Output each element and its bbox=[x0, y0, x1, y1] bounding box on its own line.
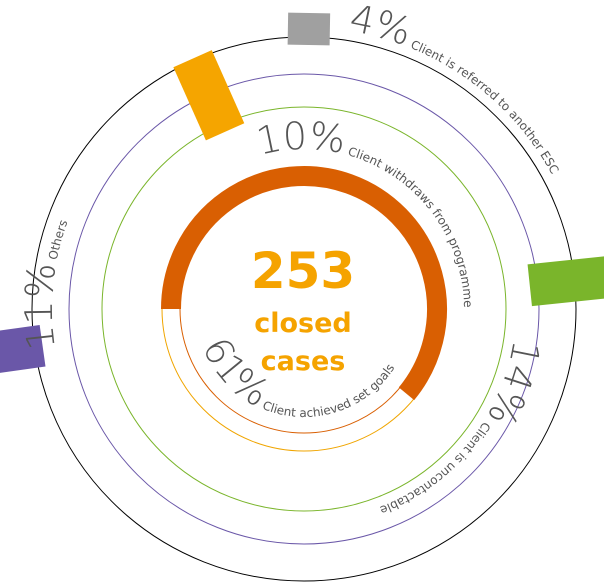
percent-label: 4% bbox=[346, 0, 417, 54]
total-label: cases bbox=[261, 346, 346, 377]
percent-label: 11% bbox=[17, 261, 65, 353]
label-path: 14%Client is uncontactable bbox=[378, 337, 549, 518]
total: 253 bbox=[251, 242, 355, 300]
radial-bar bbox=[0, 324, 46, 379]
total-label: closed bbox=[254, 308, 352, 339]
radial-bar bbox=[173, 50, 245, 141]
purple-ring bbox=[68, 73, 540, 545]
label-path: 11%Others bbox=[17, 218, 71, 353]
radial-bar bbox=[287, 12, 331, 46]
segment-label: 14%Client is uncontactable bbox=[378, 337, 549, 518]
percent-label: 10% bbox=[253, 113, 349, 163]
arc-bar bbox=[161, 166, 447, 401]
label-path: 4%Client is referred to another ESC bbox=[346, 0, 561, 176]
segment-label: 4%Client is referred to another ESC bbox=[346, 0, 561, 176]
radial-bar bbox=[527, 252, 604, 307]
percent-label: 14% bbox=[479, 337, 549, 434]
green-ring bbox=[101, 106, 507, 512]
category-label: Client is referred to another ESC bbox=[409, 37, 562, 176]
category-label: Others bbox=[46, 218, 71, 261]
segment-label: 11%Others bbox=[17, 218, 71, 353]
